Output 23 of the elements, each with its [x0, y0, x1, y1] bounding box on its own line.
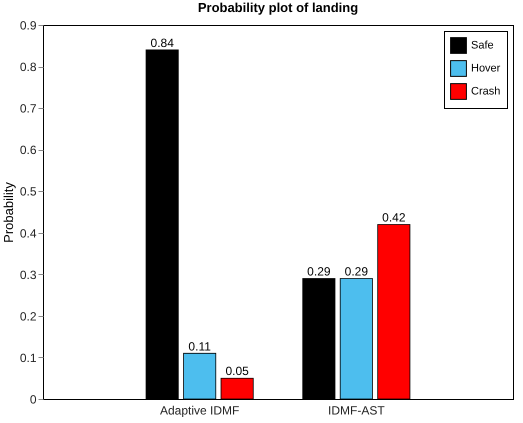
- legend-label: Safe: [471, 40, 494, 52]
- x-tick-label: Adaptive IDMF: [160, 404, 240, 418]
- y-axis-title: Probability: [0, 182, 16, 243]
- legend-label: Crash: [471, 86, 500, 98]
- data-label: 0.05: [225, 364, 250, 378]
- data-label: 0.11: [188, 339, 212, 354]
- y-tick-label: 0: [30, 392, 37, 406]
- y-tick-label: 0.6: [20, 143, 37, 158]
- data-label: 0.29: [344, 264, 368, 278]
- legend-label: Hover: [471, 62, 501, 74]
- y-tick-label: 0.8: [20, 60, 37, 74]
- y-tick-label: 0.4: [20, 226, 37, 240]
- data-label: 0.42: [382, 210, 406, 224]
- data-label: 0.29: [307, 264, 331, 278]
- data-label: 0.84: [150, 36, 174, 50]
- chart-title: Probability plot of landing: [198, 0, 358, 15]
- x-tick-label: IDMF-AST: [328, 404, 386, 418]
- y-tick-label: 0.5: [20, 184, 37, 199]
- y-tick-label: 0.3: [20, 268, 37, 282]
- y-tick-label: 0.9: [20, 18, 37, 32]
- y-tick-label: 0.1: [20, 350, 37, 365]
- y-tick-label: 0.7: [20, 102, 37, 116]
- y-tick-label: 0.2: [20, 309, 37, 324]
